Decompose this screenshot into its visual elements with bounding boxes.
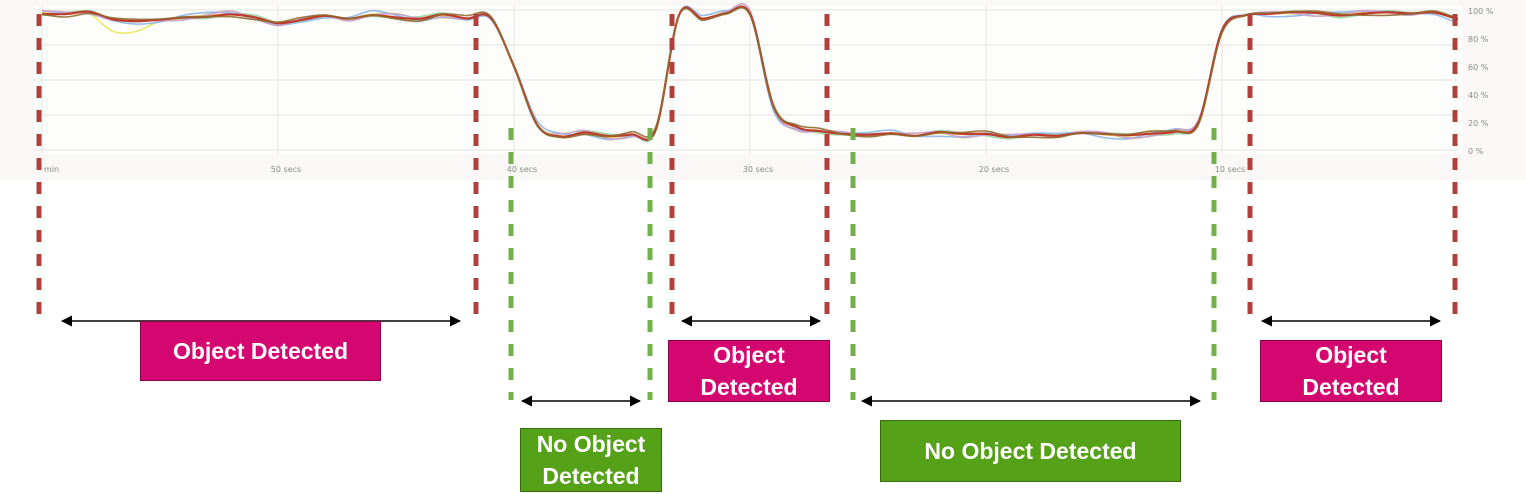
y-tick-label: 40 %: [1468, 91, 1489, 100]
boundary-markers: [36, 14, 1458, 400]
y-tick-label: 60 %: [1468, 63, 1489, 72]
y-tick-label: 80 %: [1468, 35, 1489, 44]
x-tick-labels: min 50 secs 40 secs 30 secs 20 secs 10 secs: [44, 165, 1245, 174]
x-tick-label: 10 secs: [1215, 165, 1245, 174]
y-tick-label: 0 %: [1468, 147, 1484, 156]
object-detected-label-1: Object Detected: [140, 321, 381, 381]
gridlines: [34, 6, 1458, 154]
x-tick-label: 40 secs: [507, 165, 537, 174]
x-tick-label: min: [44, 165, 59, 174]
no-object-detected-label-1: No Object Detected: [520, 428, 662, 492]
series-lines: [41, 2, 1459, 143]
y-tick-label: 20 %: [1468, 119, 1489, 128]
x-tick-label: 30 secs: [743, 165, 773, 174]
x-tick-label: 50 secs: [271, 165, 301, 174]
series-line-6: [41, 6, 1459, 139]
object-detected-label-2: Object Detected: [668, 340, 830, 402]
y-tick-labels: 100 % 80 % 60 % 40 % 20 % 0 %: [1468, 7, 1494, 156]
y-tick-label: 100 %: [1468, 7, 1494, 16]
object-detected-label-3: Object Detected: [1260, 340, 1442, 402]
no-object-detected-label-2: No Object Detected: [880, 420, 1181, 482]
x-tick-label: 20 secs: [979, 165, 1009, 174]
